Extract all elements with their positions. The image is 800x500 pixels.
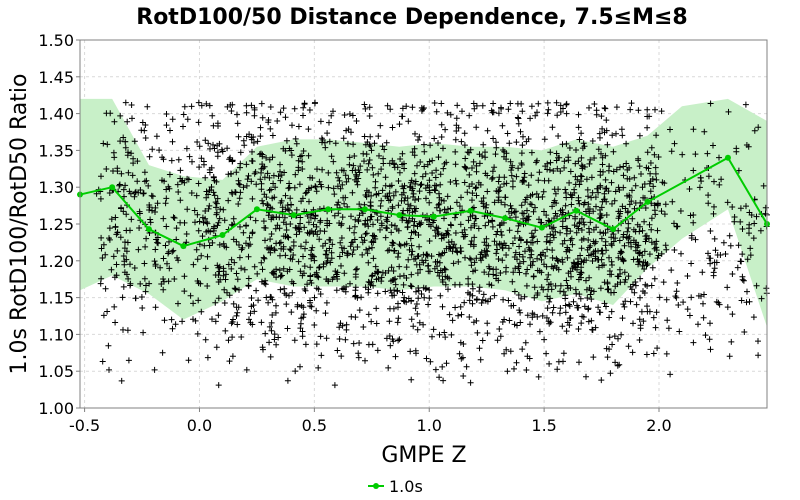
y-tick-label: 1.00 xyxy=(38,399,74,418)
series-point xyxy=(109,184,116,191)
series-point xyxy=(430,213,437,220)
series-point xyxy=(538,224,545,231)
y-tick-label: 1.50 xyxy=(38,31,74,50)
series-point xyxy=(573,207,580,214)
legend-dot-marker xyxy=(373,483,379,489)
scatter-points xyxy=(93,99,770,389)
series-point xyxy=(644,198,651,205)
y-tick-label: 1.35 xyxy=(38,141,74,160)
y-tick-label: 1.30 xyxy=(38,178,74,197)
y-axis-label: 1.0s RotD100/RotD50 Ratio xyxy=(7,74,32,375)
x-axis: -0.5 0.0 0.5 1.0 1.5 2.0 xyxy=(69,408,672,435)
x-tick-label: -0.5 xyxy=(69,416,100,435)
y-tick-label: 1.45 xyxy=(38,68,74,87)
confidence-band xyxy=(80,98,767,328)
x-tick-label: 1.5 xyxy=(531,416,556,435)
series-point xyxy=(219,232,226,239)
legend-label: 1.0s xyxy=(389,477,423,496)
series-point xyxy=(361,206,368,213)
y-tick-label: 1.10 xyxy=(38,325,74,344)
series-line xyxy=(77,154,770,250)
y-tick-label: 1.25 xyxy=(38,215,74,234)
y-tick-label: 1.40 xyxy=(38,105,74,124)
x-tick-label: 0.0 xyxy=(187,416,212,435)
x-axis-label: GMPE Z xyxy=(381,443,466,468)
y-axis: 1.00 1.05 1.10 1.15 1.20 1.25 1.30 1.35 1.40 1.45… xyxy=(38,31,80,418)
series-point xyxy=(145,226,152,233)
series-point xyxy=(180,243,187,250)
band-area xyxy=(80,98,767,328)
series-point xyxy=(325,206,332,213)
scatter-marks xyxy=(93,99,770,389)
series-point xyxy=(290,212,297,219)
x-tick-label: 2.0 xyxy=(646,416,671,435)
chart-title: RotD100/50 Distance Dependence, 7.5≤M≤8 xyxy=(136,5,687,30)
series-point xyxy=(253,206,260,213)
series-point xyxy=(724,154,731,161)
y-tick-label: 1.20 xyxy=(38,252,74,271)
x-tick-label: 0.5 xyxy=(302,416,327,435)
series-point xyxy=(502,215,509,222)
y-tick-label: 1.05 xyxy=(38,362,74,381)
series-point xyxy=(467,207,474,214)
series-point xyxy=(396,212,403,219)
legend[interactable]: 1.0s xyxy=(368,477,423,496)
series-point xyxy=(610,226,617,233)
x-tick-label: 1.0 xyxy=(417,416,442,435)
y-tick-label: 1.15 xyxy=(38,289,74,308)
